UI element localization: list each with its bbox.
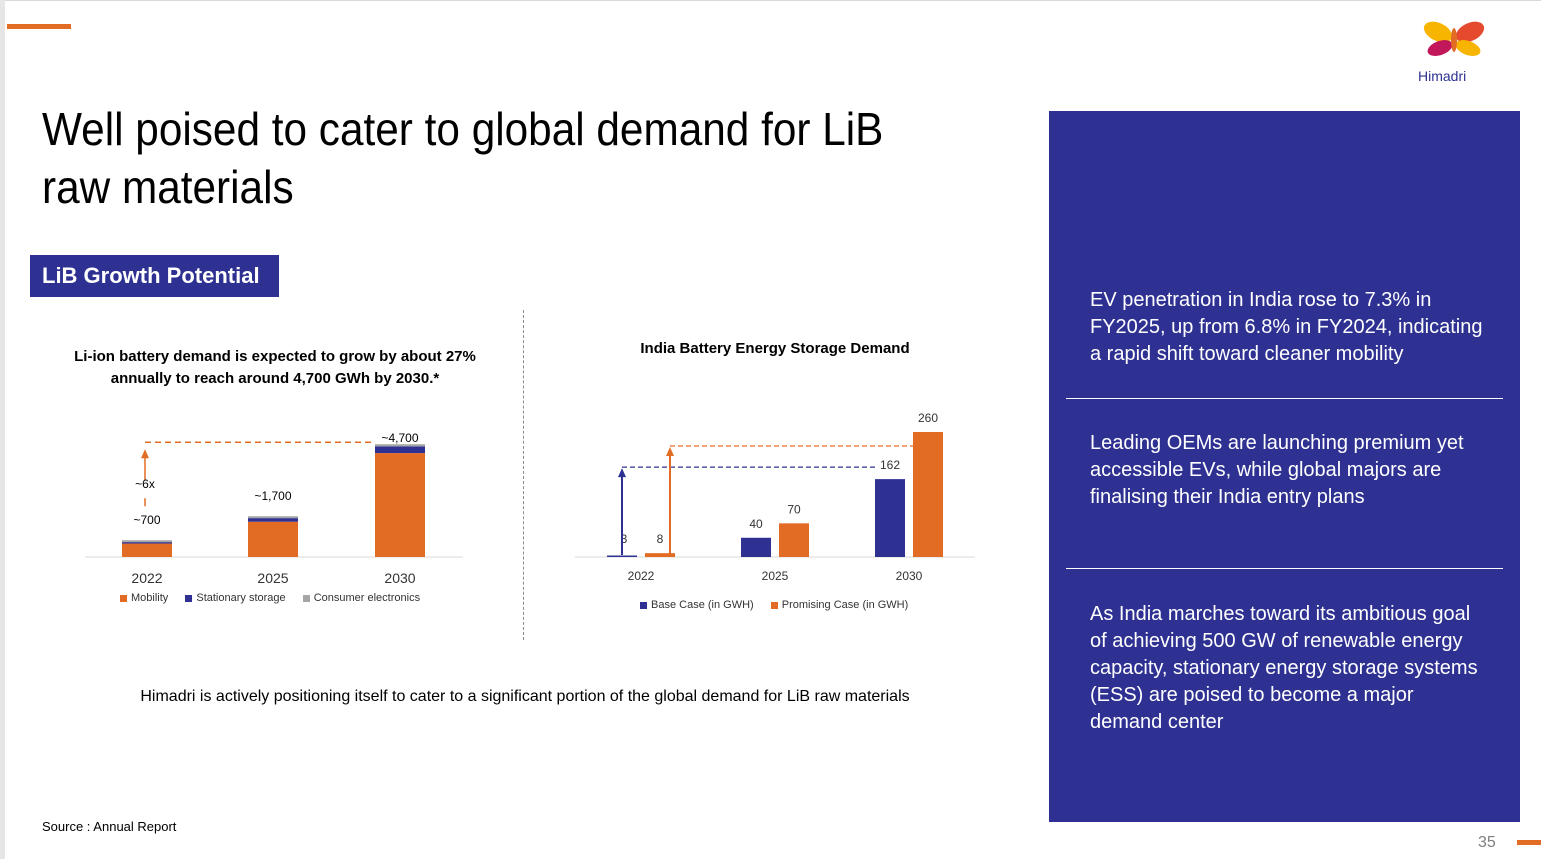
- bar-mobility-2030: [375, 453, 425, 557]
- chart2-legend: Base Case (in GWH) Promising Case (in GW…: [640, 599, 960, 611]
- page-number: 35: [1478, 834, 1496, 851]
- highlights-panel: [1049, 111, 1520, 822]
- legend-item-base-case: Base Case (in GWH): [640, 599, 754, 611]
- bottom-caption: Himadri is actively positioning itself t…: [140, 688, 910, 705]
- legend-label: Stationary storage: [196, 592, 286, 604]
- data-label-promising-2022: 8: [657, 532, 664, 546]
- legend-label: Promising Case (in GWH): [781, 599, 909, 611]
- chart1-plot: ~700 2022 ~1,700 2025 ~4,700 2030 ~6x: [85, 431, 463, 586]
- x-tick-2030: 2030: [896, 569, 923, 583]
- panel-divider: [1066, 398, 1503, 399]
- bar-consumer-electronics-2030: [375, 444, 425, 447]
- bottom-accent-bar: [1517, 840, 1541, 845]
- source-note: Source : Annual Report: [42, 819, 177, 834]
- section-label: LiB Growth Potential: [30, 255, 279, 297]
- vertical-divider: [523, 310, 524, 640]
- legend-item-stationary: Stationary storage: [185, 592, 286, 604]
- bar-promising-2025: [779, 523, 809, 557]
- data-label-base-2030: 162: [880, 458, 900, 472]
- promising-case-arrow-head-icon: [666, 447, 674, 456]
- bar-mobility-2025: [248, 521, 298, 557]
- bar-stationary-storage-2025: [248, 518, 298, 522]
- data-label-promising-2030: 260: [918, 411, 938, 425]
- legend-label: Consumer electronics: [313, 592, 421, 604]
- chart2-plot: 3 8 2022 40 70 2025 162 260 2030: [575, 411, 975, 583]
- left-border: [0, 0, 5, 859]
- legend-label: Base Case (in GWH): [651, 599, 754, 611]
- x-tick-2025: 2025: [257, 570, 288, 586]
- panel-point-oems: Leading OEMs are launching premium yet a…: [1090, 432, 1464, 508]
- chart2-title: India Battery Energy Storage Demand: [640, 340, 910, 357]
- bar-promising-2022: [645, 553, 675, 557]
- himadri-logo: [1420, 18, 1488, 70]
- page-title: Well poised to cater to global demand fo…: [42, 103, 884, 213]
- data-label-base-2022: 3: [621, 532, 628, 546]
- bar-consumer-electronics-2025: [248, 516, 298, 519]
- legend-swatch: [302, 594, 310, 602]
- legend-swatch: [120, 594, 127, 602]
- panel-point-ess: As India marches toward its ambitious go…: [1090, 603, 1478, 733]
- chart1-legend: Mobility Stationary storage Consumer ele…: [120, 592, 460, 604]
- x-tick-2025: 2025: [762, 569, 789, 583]
- x-tick-2030: 2030: [384, 570, 415, 586]
- logo-text: Himadri: [1418, 68, 1467, 84]
- bar-base-2030: [875, 479, 905, 557]
- legend-label: Mobility: [131, 592, 169, 604]
- top-border: [0, 0, 1541, 1]
- bar-base-2022: [607, 555, 637, 557]
- data-label-2025: ~1,700: [254, 489, 291, 503]
- legend-item-consumer: Consumer electronics: [302, 592, 421, 604]
- bar-stationary-storage-2030: [375, 446, 425, 454]
- x-tick-2022: 2022: [131, 570, 162, 586]
- data-label-2022: ~700: [133, 513, 160, 527]
- x-tick-2022: 2022: [628, 569, 655, 583]
- data-label-promising-2025: 70: [787, 502, 801, 516]
- legend-item-promising-case: Promising Case (in GWH): [770, 599, 909, 611]
- bar-stationary-storage-2022: [122, 542, 172, 544]
- bar-mobility-2022: [122, 543, 172, 557]
- base-case-arrow-head-icon: [618, 468, 626, 478]
- bar-consumer-electronics-2022: [122, 540, 172, 543]
- growth-multiplier-label: ~6x: [135, 477, 155, 491]
- butterfly-logo-icon: [1423, 21, 1485, 56]
- legend-swatch: [770, 601, 778, 609]
- bar-base-2025: [741, 537, 771, 557]
- chart1-title: Li-ion battery demand is expected to gro…: [74, 348, 476, 387]
- legend-swatch: [185, 594, 193, 602]
- top-accent-bar: [7, 24, 71, 29]
- data-label-base-2025: 40: [749, 517, 763, 531]
- panel-divider: [1066, 568, 1503, 569]
- data-label-2030: ~4,700: [381, 431, 418, 445]
- panel-point-ev-penetration: EV penetration in India rose to 7.3% in …: [1090, 289, 1483, 365]
- legend-item-mobility: Mobility: [120, 592, 168, 604]
- growth-arrow-head-icon: [141, 449, 149, 459]
- legend-swatch: [640, 601, 647, 609]
- bar-promising-2030: [913, 432, 943, 557]
